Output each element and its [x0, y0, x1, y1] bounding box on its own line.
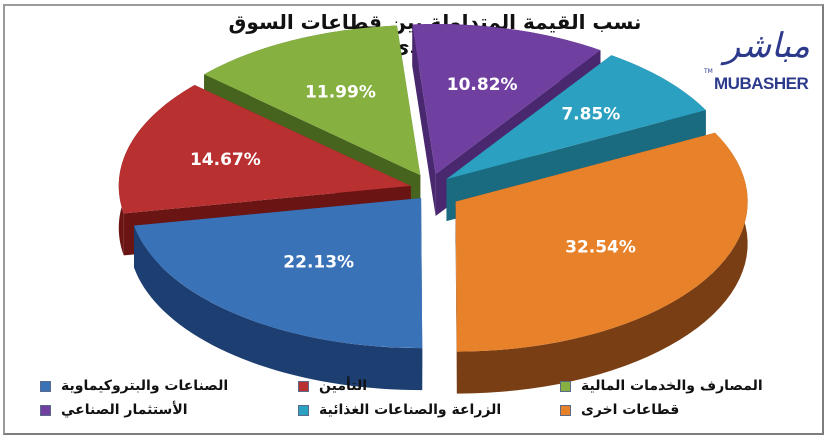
legend-label: التأمين [319, 378, 368, 394]
slice-value-label-petrochemical: 22.13% [283, 253, 354, 273]
legend-label: المصارف والخدمات المالية [581, 378, 763, 394]
chart-legend: الصناعات والبتروكيماوية التأمين المصارف … [30, 370, 800, 426]
slice-top-petrochemical [134, 198, 423, 349]
slice-value-label-other-sectors: 32.54% [565, 238, 636, 258]
slice-value-label-industrial-investment: 10.82% [447, 75, 518, 95]
slice-top-other-sectors [455, 132, 748, 352]
slice-value-label-insurance: 14.67% [190, 150, 261, 170]
legend-item-petrochemical: الصناعات والبتروكيماوية [40, 375, 228, 397]
legend-item-banks: المصارف والخدمات المالية [560, 375, 763, 397]
legend-swatch-red [298, 380, 309, 392]
logo-trademark: TM [704, 68, 713, 75]
legend-item-industrial-investment: الأستثمار الصناعي [40, 399, 188, 421]
legend-swatch-purple [40, 404, 51, 416]
slice-value-label-banks: 11.99% [305, 83, 376, 103]
legend-item-other-sectors: قطاعات اخرى [560, 399, 679, 421]
logo-arabic-text: مباشر [723, 26, 810, 66]
legend-swatch-orange [560, 404, 571, 416]
legend-label: الزراعة والصناعات الغذائية [319, 402, 502, 418]
slice-top-agriculture-food [446, 55, 706, 180]
legend-label: الأستثمار الصناعي [61, 402, 188, 418]
legend-swatch-blue [40, 380, 51, 392]
slice-top-industrial-investment [412, 24, 601, 175]
legend-label: الصناعات والبتروكيماوية [61, 378, 229, 394]
mubasher-logo: مباشر TM MUBASHER [700, 24, 818, 98]
legend-label: قطاعات اخرى [581, 402, 680, 418]
legend-item-insurance: التأمين [298, 375, 367, 397]
slice-top-insurance [118, 85, 411, 214]
pie-value-labels: 10.82% 7.85% 32.54% 22.13% 14.67% 11.99% [190, 75, 636, 272]
legend-swatch-green [560, 380, 571, 392]
slice-top-banks [204, 25, 421, 176]
logo-english-text: MUBASHER [714, 74, 809, 93]
legend-swatch-teal [298, 404, 309, 416]
slice-value-label-agriculture-food: 7.85% [561, 104, 620, 124]
legend-item-agriculture-food: الزراعة والصناعات الغذائية [298, 399, 501, 421]
pie-slice-tops [118, 24, 748, 352]
